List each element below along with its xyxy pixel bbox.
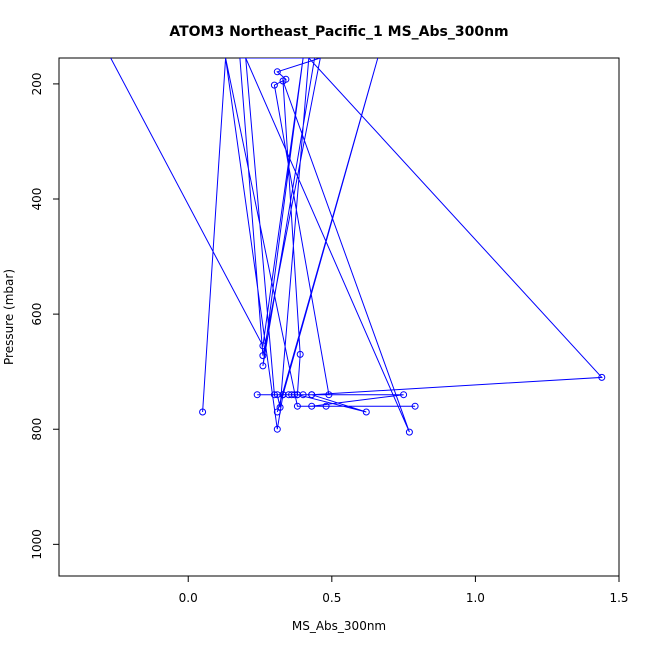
plot-area xyxy=(58,57,620,577)
x-tick-label: 1.0 xyxy=(466,591,485,605)
data-point xyxy=(270,391,278,399)
data-point xyxy=(325,391,333,399)
y-axis: 200 400 600 800 1000 xyxy=(30,72,59,560)
y-tick-label: 200 xyxy=(30,72,44,95)
x-tick-label: 0.5 xyxy=(322,591,341,605)
y-tick-label: 400 xyxy=(30,188,44,211)
x-axis-label: MS_Abs_300nm xyxy=(292,619,386,633)
y-tick-label: 800 xyxy=(30,418,44,441)
data-point xyxy=(273,68,281,76)
data-point xyxy=(273,408,281,416)
data-point xyxy=(308,391,316,399)
data-point xyxy=(598,373,606,381)
x-axis: 0.0 0.5 1.0 1.5 xyxy=(179,576,629,605)
y-axis-label: Pressure (mbar) xyxy=(2,269,16,365)
series-line xyxy=(110,58,603,433)
data-point xyxy=(293,402,301,410)
y-tick-label: 600 xyxy=(30,303,44,326)
data-point xyxy=(405,428,413,436)
data-point xyxy=(259,352,267,360)
data-point xyxy=(400,391,408,399)
x-tick-label: 1.5 xyxy=(609,591,628,605)
data-point xyxy=(299,391,307,399)
data-point xyxy=(322,402,330,410)
data-point xyxy=(253,391,261,399)
plot-frame xyxy=(58,57,620,577)
data-point xyxy=(296,350,304,358)
x-tick-label: 0.0 xyxy=(179,591,198,605)
data-point xyxy=(411,402,419,410)
data-point xyxy=(279,77,287,85)
data-point xyxy=(259,362,267,370)
data-point xyxy=(288,391,296,399)
data-point xyxy=(270,81,278,89)
data-point xyxy=(362,408,370,416)
data-point xyxy=(273,425,281,433)
data-point xyxy=(199,408,207,416)
data-point xyxy=(291,391,298,399)
y-tick-label: 1000 xyxy=(30,529,44,560)
data-point xyxy=(308,402,316,410)
series-layer xyxy=(110,58,606,436)
data-point xyxy=(279,391,287,399)
data-point xyxy=(259,342,267,350)
chart-title: ATOM3 Northeast_Pacific_1 MS_Abs_300nm xyxy=(169,24,508,40)
